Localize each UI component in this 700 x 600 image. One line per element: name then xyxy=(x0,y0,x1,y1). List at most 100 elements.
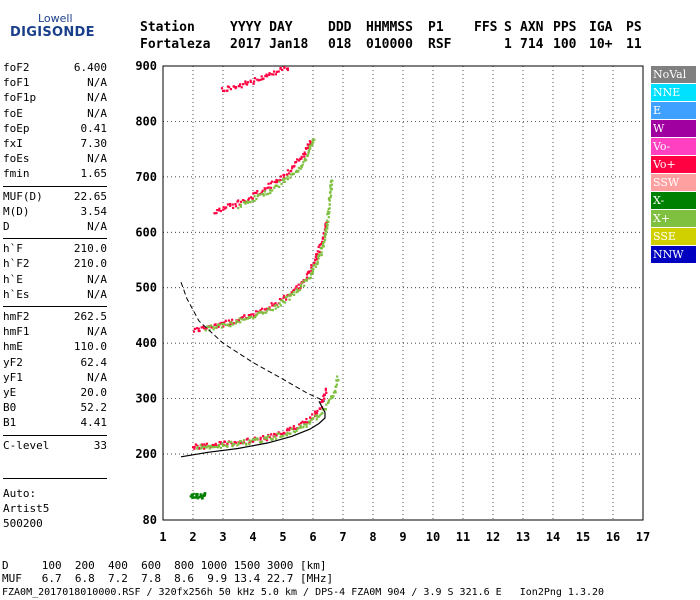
trace-point xyxy=(262,77,265,80)
trace-point xyxy=(300,155,303,159)
trace-point xyxy=(271,437,274,441)
trace-point xyxy=(295,288,299,291)
trace-point xyxy=(286,295,289,298)
trace-point xyxy=(293,288,296,292)
trace-point xyxy=(286,67,289,70)
trace-point xyxy=(320,247,324,250)
trace-point xyxy=(278,180,281,183)
trace-point xyxy=(291,289,295,292)
trace-point xyxy=(265,436,269,439)
header-value: 100 xyxy=(553,37,577,52)
trace-point xyxy=(203,443,206,446)
trace-point xyxy=(286,169,289,172)
trace-point xyxy=(194,443,197,446)
trace-point xyxy=(308,148,311,151)
trace-point xyxy=(324,224,327,227)
trace-point xyxy=(256,195,259,198)
param-key: foF1 xyxy=(3,76,30,90)
trace-point xyxy=(324,228,327,231)
header-label: IGA xyxy=(589,20,613,35)
trace-point xyxy=(256,189,259,193)
trace-point xyxy=(228,202,232,206)
trace-point xyxy=(195,327,199,330)
trace-point xyxy=(229,325,232,328)
param-row: D N/A xyxy=(3,220,107,236)
trace-point xyxy=(324,408,327,411)
x-tick-label: 11 xyxy=(456,530,470,544)
trace-point xyxy=(238,203,241,206)
header-value: 018 xyxy=(328,37,352,52)
trace-point xyxy=(248,316,251,320)
trace-point xyxy=(212,325,215,328)
trace-point xyxy=(328,203,331,206)
trace-point xyxy=(224,319,227,322)
trace-point xyxy=(323,235,326,238)
trace-point xyxy=(216,209,219,212)
legend-item: SSE xyxy=(651,228,696,245)
trace-point xyxy=(256,78,259,81)
trace-point xyxy=(292,172,295,176)
param-key: fxI xyxy=(3,137,23,150)
trace-point xyxy=(318,254,321,257)
param-row: h`E N/A xyxy=(3,273,107,289)
trace-point xyxy=(273,186,276,189)
trace-point xyxy=(254,310,258,313)
trace-point xyxy=(263,190,266,193)
trace-point xyxy=(307,152,310,155)
trace-point xyxy=(276,432,279,435)
y-tick-label: 700 xyxy=(135,170,157,184)
legend-item: NNW xyxy=(651,246,696,263)
param-row: hmF2 262.5 xyxy=(3,310,107,326)
legend-item: X+ xyxy=(651,210,696,227)
trace-point xyxy=(222,322,225,326)
legend-item: NoVal xyxy=(651,66,696,83)
trace-point xyxy=(310,264,313,267)
trace-point xyxy=(255,313,259,316)
trace-point xyxy=(269,182,272,185)
trace-point xyxy=(331,179,334,182)
x-tick-label: 15 xyxy=(576,530,590,544)
trace-point xyxy=(231,203,234,206)
trace-point xyxy=(239,83,242,86)
param-key: hmE xyxy=(3,340,23,354)
trace-point xyxy=(302,152,305,156)
trace-point xyxy=(243,314,246,317)
trace-point xyxy=(265,307,268,310)
trace-point xyxy=(210,326,213,329)
trace-point xyxy=(253,316,257,319)
trace-point xyxy=(282,179,285,182)
trace-point xyxy=(268,72,271,75)
trace-point xyxy=(288,426,292,429)
trace-point xyxy=(227,440,230,444)
trace-point xyxy=(265,75,269,78)
trace-point xyxy=(282,176,285,179)
trace-point xyxy=(224,323,227,327)
trace-point xyxy=(215,212,218,215)
trace-point xyxy=(322,394,325,398)
trace-point xyxy=(206,445,209,448)
trace-point xyxy=(290,427,293,430)
trace-point xyxy=(320,400,323,404)
auto-label: Auto: xyxy=(3,487,37,500)
trace-point xyxy=(221,442,224,446)
trace-point xyxy=(316,260,319,263)
param-row: B0 52.2 xyxy=(3,401,107,417)
trace-point xyxy=(315,257,319,261)
trace-point xyxy=(228,86,231,89)
trace-point xyxy=(223,207,227,210)
trace-point xyxy=(203,492,206,495)
trace-point xyxy=(304,153,307,156)
trace-point xyxy=(275,178,278,182)
trace-point xyxy=(321,400,324,403)
trace-point xyxy=(329,194,333,197)
trace-point xyxy=(193,445,196,449)
trace-point xyxy=(213,444,216,447)
trace-point xyxy=(245,83,249,86)
trace-point xyxy=(262,194,265,197)
trace-point xyxy=(261,307,264,310)
separator xyxy=(3,434,107,436)
trace-point xyxy=(249,80,252,84)
trace-point xyxy=(241,83,245,86)
trace-point xyxy=(308,271,311,274)
trace-point xyxy=(306,421,310,424)
